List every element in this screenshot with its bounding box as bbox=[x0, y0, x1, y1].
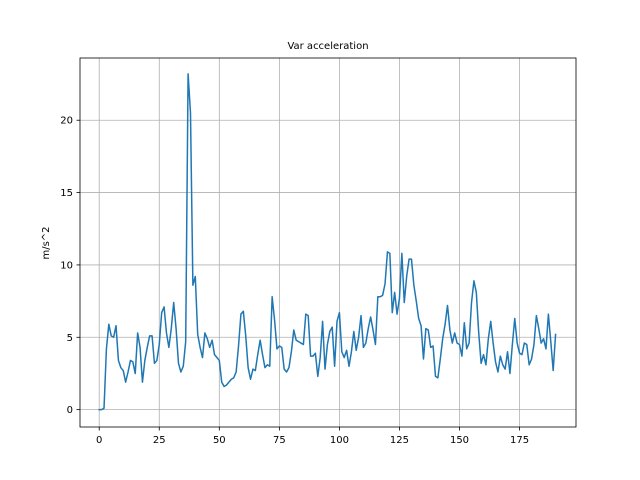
x-tick-label: 75 bbox=[273, 435, 286, 446]
x-tick-label: 25 bbox=[153, 435, 166, 446]
x-tick-label: 125 bbox=[390, 435, 409, 446]
y-axis-label: m/s^2 bbox=[41, 226, 52, 259]
x-tick-label: 50 bbox=[213, 435, 226, 446]
y-tick-label: 10 bbox=[60, 260, 73, 271]
plot-frame bbox=[79, 57, 577, 428]
y-tick-label: 20 bbox=[60, 116, 73, 127]
y-tick-label: 5 bbox=[67, 333, 73, 344]
y-tick-label: 0 bbox=[67, 405, 73, 416]
y-axis: 0 5 10 15 20 bbox=[60, 116, 80, 416]
x-tick-label: 175 bbox=[510, 435, 529, 446]
x-tick-label: 0 bbox=[96, 435, 102, 446]
x-tick-label: 150 bbox=[450, 435, 469, 446]
x-tick-label: 100 bbox=[330, 435, 349, 446]
y-tick-label: 15 bbox=[60, 188, 73, 199]
series-line bbox=[98, 73, 557, 411]
series-group bbox=[98, 73, 557, 411]
chart-title: Var acceleration bbox=[287, 41, 368, 52]
grid bbox=[80, 58, 576, 427]
x-axis: 0 25 50 75 100 125 150 175 bbox=[96, 427, 529, 446]
